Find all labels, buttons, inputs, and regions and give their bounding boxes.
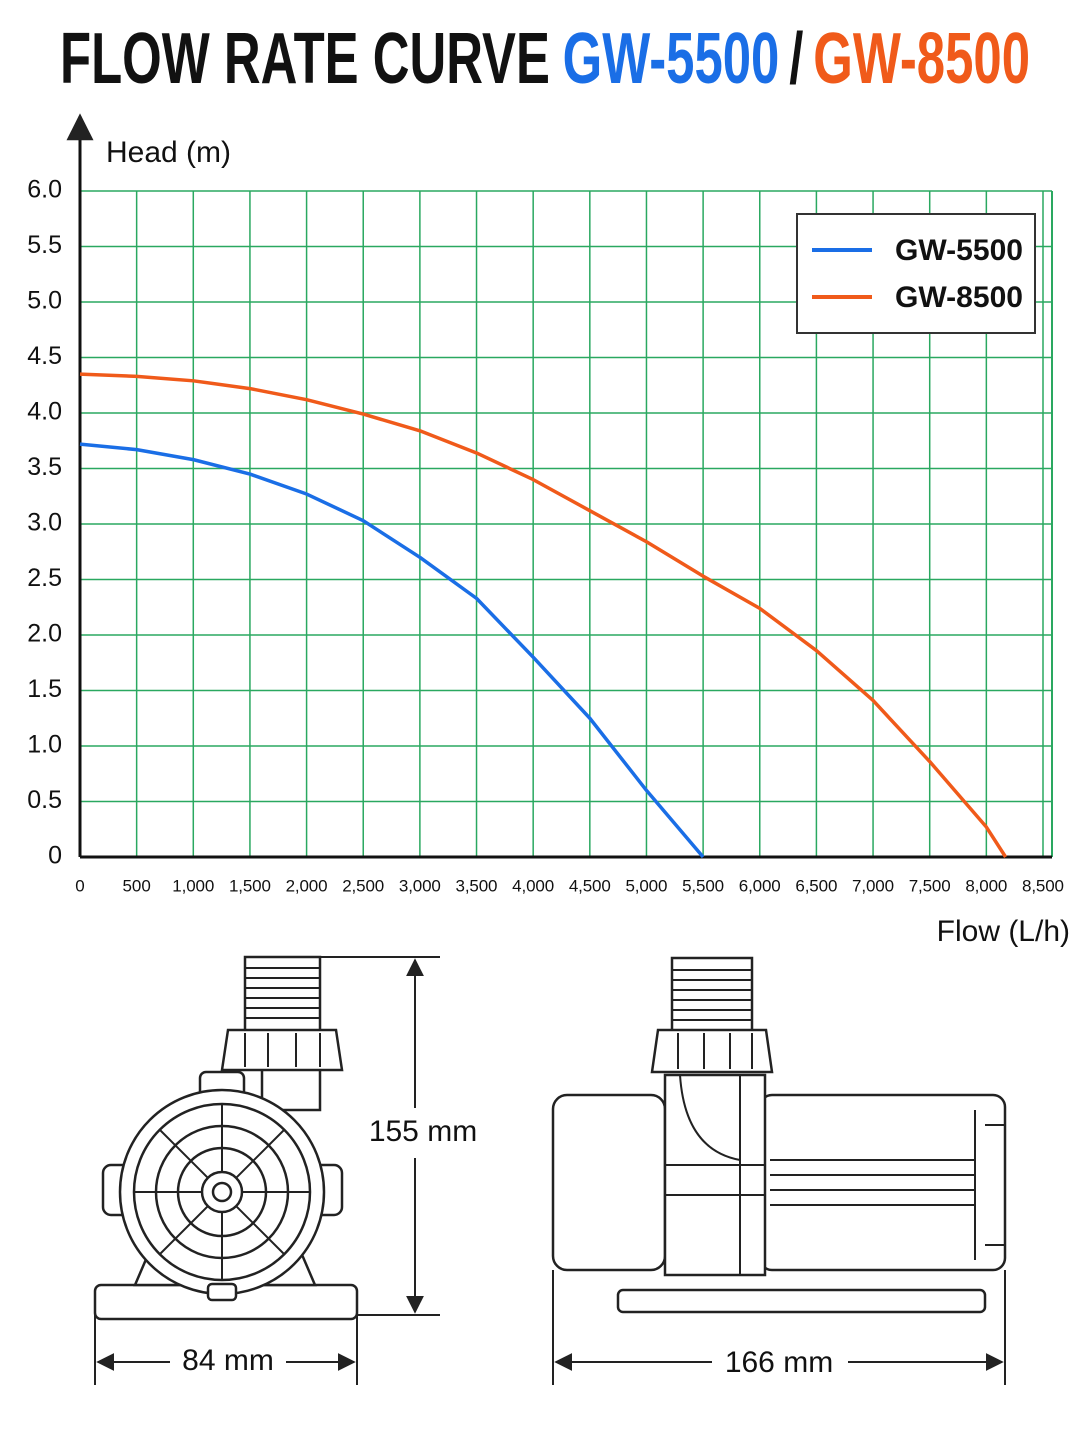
y-tick-label: 2.0: [27, 620, 62, 648]
title-part: FLOW RATE CURVE: [60, 19, 550, 99]
x-tick-label: 4,500: [569, 876, 611, 895]
x-tick-label: 5,500: [682, 876, 724, 895]
x-tick-label: 8,000: [965, 876, 1007, 895]
title: FLOW RATE CURVEGW-5500/GW-8500: [60, 19, 1030, 99]
x-tick-label: 5,000: [625, 876, 667, 895]
y-axis-label: Head (m): [106, 136, 231, 169]
x-tick-label: 6,000: [739, 876, 781, 895]
pump-front-view: [93, 955, 440, 1385]
length-dimension: 166 mm: [725, 1346, 833, 1379]
x-tick-label: 0: [75, 876, 84, 895]
x-tick-label: 3,500: [456, 876, 498, 895]
x-tick-label: 3,000: [399, 876, 441, 895]
x-tick-label: 500: [122, 876, 150, 895]
x-tick-label: 8,500: [1022, 876, 1064, 895]
width-dimension: 84 mm: [182, 1344, 274, 1377]
y-tick-label: 0: [48, 842, 62, 870]
y-tick-label: 4.5: [27, 342, 62, 370]
y-tick-label: 2.5: [27, 564, 62, 592]
x-tick-label: 4,000: [512, 876, 554, 895]
legend-box: [796, 213, 1036, 334]
y-tick-label: 3.0: [27, 509, 62, 537]
y-tick-label: 1.0: [27, 731, 62, 759]
x-tick-label: 2,500: [342, 876, 384, 895]
series-line: [79, 442, 705, 859]
legend-label: GW-5500: [895, 234, 1023, 267]
x-axis-label: Flow (L/h): [937, 915, 1070, 948]
label-bg: [372, 1108, 482, 1158]
y-tick-label: 5.0: [27, 287, 62, 315]
legend-label: GW-8500: [895, 281, 1023, 314]
chart: 0 0.5 1.0 1.5 2.0 2.5 3.0 3.5 4.0 4.5 5.0 5.5 6.0 0 50…: [27, 113, 1064, 895]
title-part: /: [789, 19, 803, 99]
title-part: GW-8500: [813, 19, 1030, 99]
title-part: GW-5500: [563, 19, 780, 99]
y-tick-label: 6.0: [27, 176, 62, 204]
y-tick-label: 4.0: [27, 398, 62, 426]
x-tick-label: 6,500: [795, 876, 837, 895]
x-tick-label: 1,500: [229, 876, 271, 895]
height-dimension: 155 mm: [369, 1115, 477, 1148]
y-tick-label: 1.5: [27, 675, 62, 703]
x-tick-label: 2,000: [286, 876, 328, 895]
x-tick-label: 1,000: [172, 876, 214, 895]
y-tick-label: 5.5: [27, 231, 62, 259]
legend: GW-5500 GW-8500: [796, 213, 1036, 334]
y-tick-label: 3.5: [27, 453, 62, 481]
pump-side-view: [551, 956, 1007, 1385]
series-line: [79, 372, 1008, 858]
y-tick-label: 0.5: [27, 786, 62, 814]
x-tick-label: 7,000: [852, 876, 894, 895]
x-tick-label: 7,500: [909, 876, 951, 895]
